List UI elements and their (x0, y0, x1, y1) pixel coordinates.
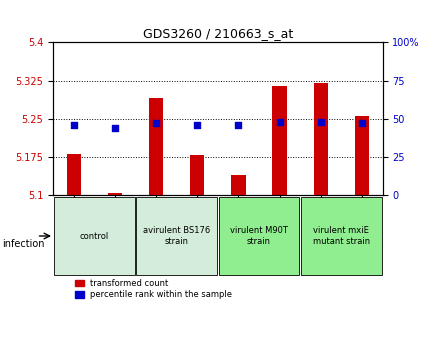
Text: virulent M90T
strain: virulent M90T strain (230, 226, 288, 246)
Bar (272, 86, 287, 195)
Bar (66, 154, 81, 195)
Text: avirulent BS176
strain: avirulent BS176 strain (143, 226, 210, 246)
Legend: transformed count, percentile rank within the sample: transformed count, percentile rank withi… (74, 277, 234, 301)
Point (359, 121, 366, 126)
Text: control: control (79, 232, 109, 240)
Bar (149, 98, 163, 195)
Point (194, 122, 201, 128)
Point (235, 122, 242, 128)
Point (276, 119, 283, 125)
Point (111, 125, 118, 131)
FancyBboxPatch shape (136, 197, 217, 275)
Bar (314, 83, 328, 195)
Bar (355, 116, 369, 195)
Bar (190, 155, 204, 195)
Bar (108, 193, 122, 195)
Title: GDS3260 / 210663_s_at: GDS3260 / 210663_s_at (143, 27, 293, 40)
Point (153, 121, 159, 126)
FancyBboxPatch shape (218, 197, 299, 275)
FancyBboxPatch shape (301, 197, 382, 275)
Point (317, 119, 324, 125)
FancyBboxPatch shape (54, 197, 135, 275)
Text: virulent mxiE
mutant strain: virulent mxiE mutant strain (313, 226, 370, 246)
Bar (231, 175, 246, 195)
Point (70, 122, 77, 128)
Text: infection: infection (2, 239, 45, 249)
